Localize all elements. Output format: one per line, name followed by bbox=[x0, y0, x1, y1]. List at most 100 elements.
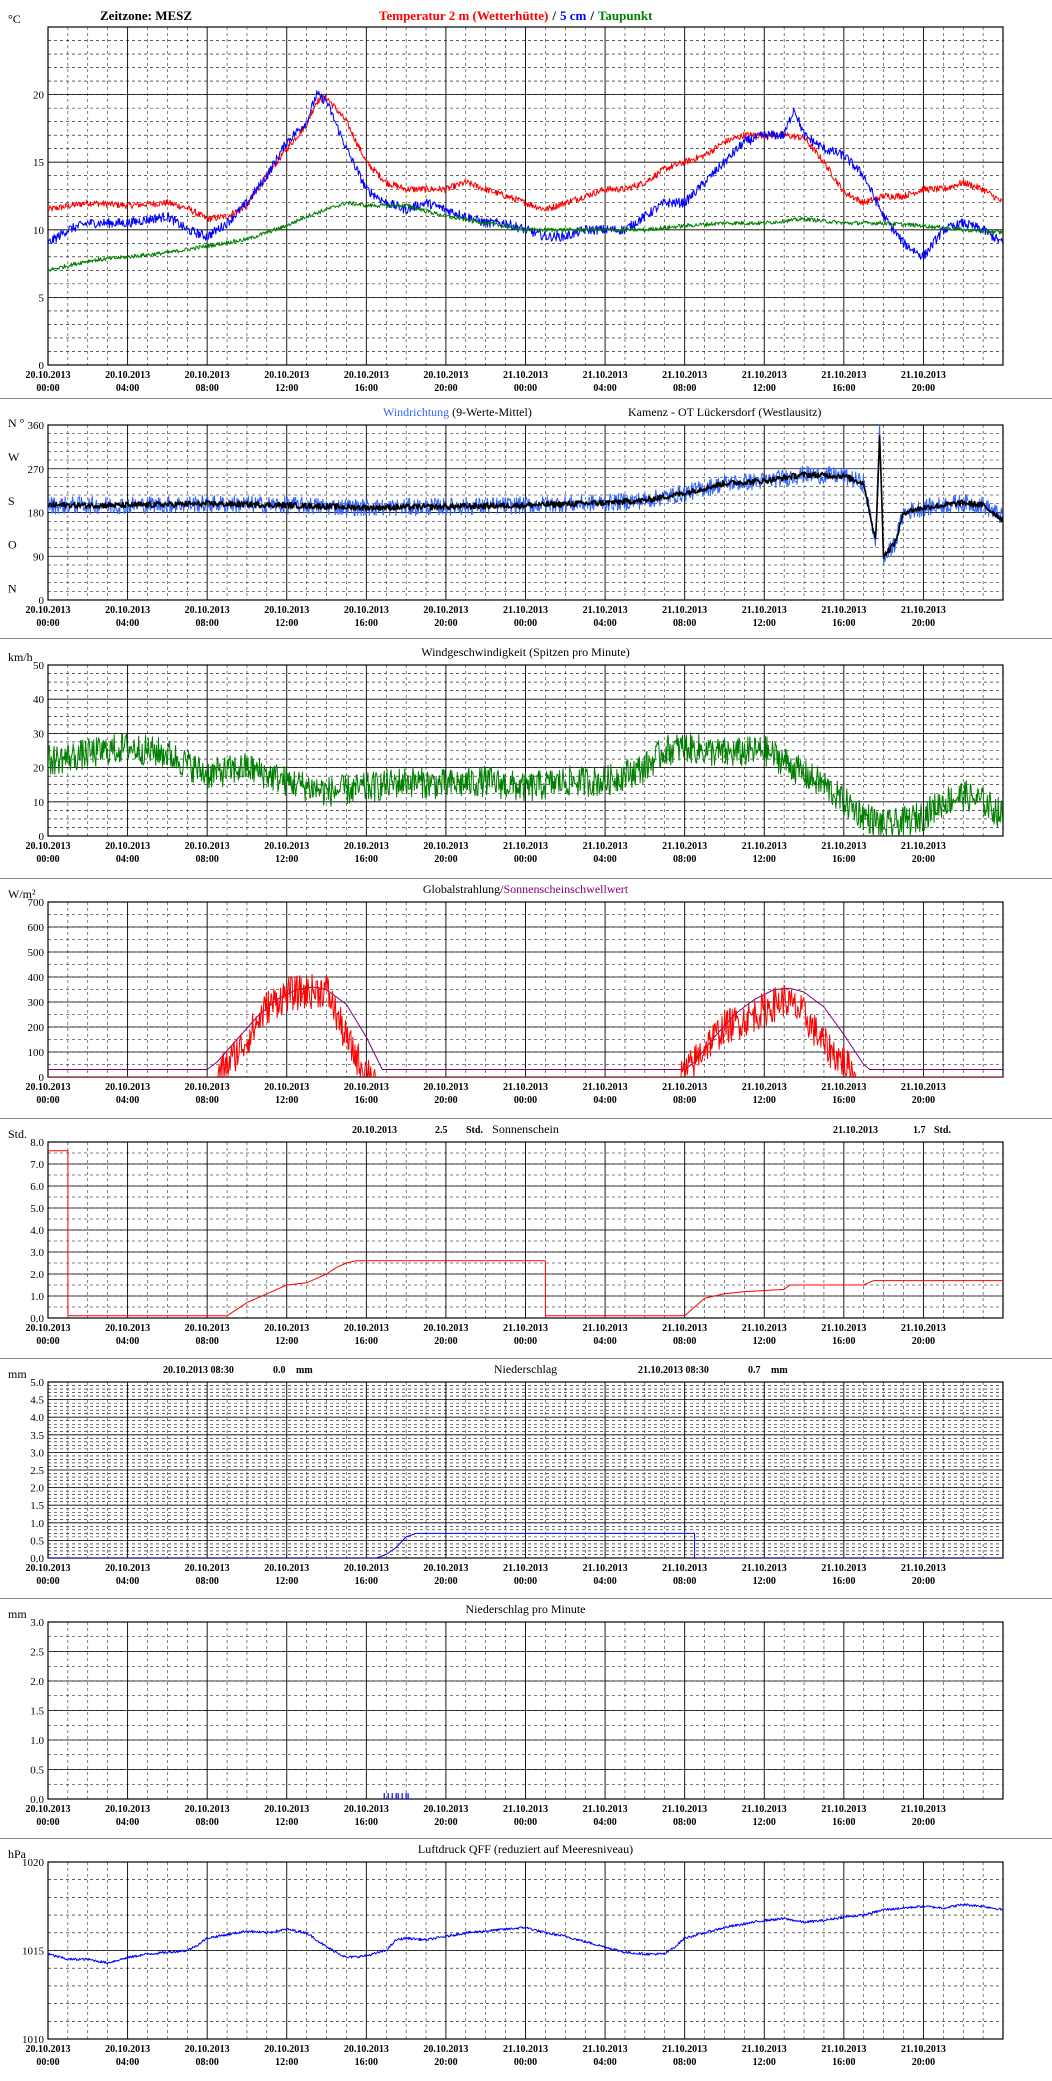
chart-temperature: 0 5 10 15 20 °C Zeitzone: MESZ Temperatur 2 m (… bbox=[8, 8, 1004, 394]
y-tick-label: 90 bbox=[33, 551, 45, 563]
y-tick-label: 1.0 bbox=[30, 1518, 44, 1530]
y-tick-label: 5.0 bbox=[30, 1377, 44, 1389]
x-tick-date: 20.10.2013 bbox=[185, 1082, 230, 1093]
x-tick-time: 00:00 bbox=[514, 1817, 537, 1828]
chart-precipitation_per_minute: 0.0 0.5 1.0 1.5 2.0 2.5 3.0mm Niederschlag pro … bbox=[0, 1598, 1052, 1828]
summary-unit: mm bbox=[771, 1365, 788, 1376]
y-tick-label: 0 bbox=[39, 360, 45, 372]
x-tick-date: 20.10.2013 bbox=[423, 841, 468, 852]
x-tick-date: 21.10.2013 bbox=[901, 1563, 946, 1574]
x-tick-time: 00:00 bbox=[514, 383, 537, 394]
x-tick-date: 21.10.2013 bbox=[821, 1323, 866, 1334]
chart-header-text: Windgeschwindigkeit (Spitzen pro Minute) bbox=[421, 645, 629, 659]
x-tick-time: 20:00 bbox=[434, 1817, 457, 1828]
plot-frame bbox=[47, 1141, 1004, 1319]
x-tick-time: 04:00 bbox=[116, 854, 139, 865]
x-tick-time: 20:00 bbox=[912, 854, 935, 865]
y-unit-label: W/m² bbox=[8, 887, 36, 901]
y-tick-label: 30 bbox=[33, 728, 45, 740]
x-tick-date: 21.10.2013 bbox=[662, 1563, 707, 1574]
plot-area bbox=[48, 425, 1003, 566]
y-tick-label: 0 bbox=[39, 1072, 45, 1084]
x-tick-time: 04:00 bbox=[593, 854, 616, 865]
x-tick-time: 00:00 bbox=[514, 1336, 537, 1347]
x-tick-time: 00:00 bbox=[36, 1817, 59, 1828]
x-tick-date: 21.10.2013 bbox=[583, 841, 628, 852]
x-tick-time: 16:00 bbox=[355, 618, 378, 629]
y-tick-label: 270 bbox=[28, 464, 45, 476]
x-tick-date: 21.10.2013 bbox=[503, 605, 548, 616]
chart-header-text: Niederschlag pro Minute bbox=[466, 1602, 586, 1616]
x-tick-date: 20.10.2013 bbox=[344, 605, 389, 616]
chart-header-part: Globalstrahlung/ bbox=[423, 882, 504, 896]
x-tick-time: 20:00 bbox=[912, 1336, 935, 1347]
x-tick-date: 21.10.2013 bbox=[503, 841, 548, 852]
y-tick-label: 180 bbox=[28, 508, 45, 520]
series-line bbox=[48, 1532, 1003, 1558]
x-tick-date: 21.10.2013 bbox=[821, 605, 866, 616]
chart-header-text: Luftdruck QFF (reduziert auf Meeresnivea… bbox=[418, 1842, 633, 1856]
x-tick-time: 12:00 bbox=[753, 618, 776, 629]
y-tick-label: 600 bbox=[28, 922, 45, 934]
x-tick-time: 08:00 bbox=[195, 854, 218, 865]
y-tick-label: 200 bbox=[28, 1022, 45, 1034]
x-tick-time: 12:00 bbox=[275, 1095, 298, 1106]
x-tick-time: 12:00 bbox=[753, 2057, 776, 2068]
x-tick-date: 21.10.2013 bbox=[583, 1323, 628, 1334]
x-tick-time: 04:00 bbox=[593, 1817, 616, 1828]
chart-header-part: Temperatur 2 m (Wetterhütte) bbox=[379, 8, 548, 23]
summary-unit: mm bbox=[296, 1365, 313, 1376]
x-tick-time: 08:00 bbox=[195, 2057, 218, 2068]
x-tick-date: 20.10.2013 bbox=[344, 1804, 389, 1815]
x-tick-date: 21.10.2013 bbox=[583, 1563, 628, 1574]
x-tick-date: 21.10.2013 bbox=[742, 1563, 787, 1574]
x-tick-time: 00:00 bbox=[36, 1336, 59, 1347]
y-tick-label: 4.0 bbox=[30, 1225, 44, 1237]
x-tick-time: 08:00 bbox=[673, 383, 696, 394]
chart-header-part: Taupunkt bbox=[598, 8, 653, 23]
y-tick-label: 5 bbox=[39, 292, 45, 304]
x-tick-time: 04:00 bbox=[593, 1336, 616, 1347]
grid bbox=[48, 27, 1003, 366]
y-tick-label: 50 bbox=[33, 660, 45, 672]
x-tick-date: 20.10.2013 bbox=[423, 1323, 468, 1334]
x-tick-time: 00:00 bbox=[514, 1095, 537, 1106]
y-tick-label: 1010 bbox=[22, 2034, 45, 2046]
summary-date: 20.10.2013 bbox=[352, 1125, 397, 1136]
summary-value: 0.7 bbox=[748, 1365, 761, 1376]
x-tick-date: 21.10.2013 bbox=[583, 605, 628, 616]
x-tick-date: 20.10.2013 bbox=[185, 2044, 230, 2055]
y-tick-label: 4.0 bbox=[30, 1412, 44, 1424]
y-tick-label: 15 bbox=[33, 157, 45, 169]
y-unit-label: km/h bbox=[8, 650, 33, 664]
chart-header-text: Temperatur 2 m (Wetterhütte)/5 cm / Taupun… bbox=[379, 8, 653, 23]
plot-area bbox=[48, 1532, 1003, 1558]
x-tick-date: 20.10.2013 bbox=[26, 2044, 71, 2055]
x-tick-time: 20:00 bbox=[434, 1336, 457, 1347]
x-tick-date: 20.10.2013 bbox=[423, 1804, 468, 1815]
x-tick-date: 21.10.2013 bbox=[821, 1563, 866, 1574]
x-tick-time: 00:00 bbox=[514, 854, 537, 865]
summary-date: 21.10.2013 08:30 bbox=[638, 1365, 709, 1376]
x-tick-time: 20:00 bbox=[912, 618, 935, 629]
x-tick-time: 04:00 bbox=[116, 2057, 139, 2068]
grid bbox=[48, 1141, 1003, 1319]
x-tick-date: 21.10.2013 bbox=[821, 370, 866, 381]
x-tick-time: 20:00 bbox=[912, 1817, 935, 1828]
y-tick-label: 0.0 bbox=[30, 1794, 44, 1806]
x-tick-date: 21.10.2013 bbox=[662, 1804, 707, 1815]
x-tick-time: 12:00 bbox=[275, 854, 298, 865]
x-tick-time: 08:00 bbox=[673, 618, 696, 629]
grid bbox=[48, 424, 1003, 601]
x-tick-date: 21.10.2013 bbox=[901, 1082, 946, 1093]
series-line bbox=[48, 1903, 1003, 1965]
y-tick-label: 3.0 bbox=[30, 1247, 44, 1259]
x-tick-date: 21.10.2013 bbox=[662, 1082, 707, 1093]
y-tick-label: 7.0 bbox=[30, 1159, 44, 1171]
x-tick-time: 16:00 bbox=[832, 618, 855, 629]
x-tick-date: 21.10.2013 bbox=[503, 1323, 548, 1334]
